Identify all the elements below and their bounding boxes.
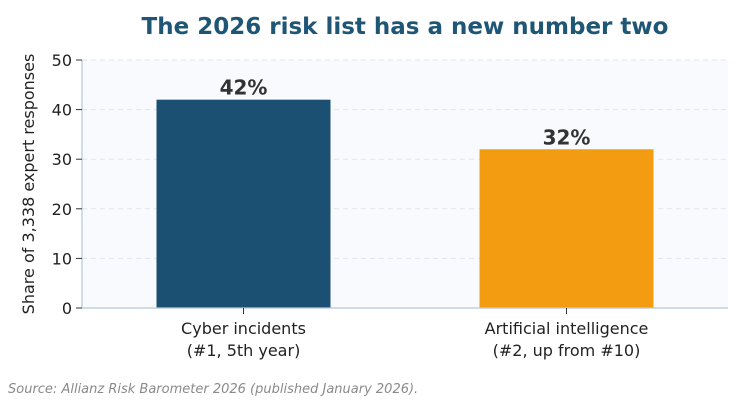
data-label-0: 42% bbox=[220, 76, 268, 100]
x-tick-label: (#1, 5th year) bbox=[187, 341, 301, 360]
source-note: Source: Allianz Risk Barometer 2026 (pub… bbox=[8, 382, 419, 397]
bar-1 bbox=[479, 149, 654, 308]
bars bbox=[156, 99, 654, 309]
y-tick-label: 50 bbox=[52, 51, 72, 70]
y-tick-label: 0 bbox=[62, 299, 72, 318]
data-labels: 42% 32% bbox=[220, 76, 591, 150]
x-tick-label: Artificial intelligence bbox=[485, 319, 649, 338]
data-label-1: 32% bbox=[543, 125, 591, 149]
y-tick-labels: 0 10 20 30 40 50 bbox=[52, 51, 82, 318]
y-tick-label: 40 bbox=[52, 101, 72, 120]
bar-chart: 0 10 20 30 40 50 Cyber incidents (#1, 5th year… bbox=[19, 51, 728, 360]
y-tick-label: 20 bbox=[52, 200, 72, 219]
bar-0 bbox=[156, 99, 331, 309]
x-tick-label: (#2, up from #10) bbox=[493, 341, 641, 360]
y-tick-label: 30 bbox=[52, 150, 72, 169]
y-axis-label: Share of 3,338 expert responses bbox=[19, 54, 38, 315]
chart-title: The 2026 risk list has a new number two bbox=[141, 14, 669, 40]
y-tick-label: 10 bbox=[52, 249, 72, 268]
x-tick-labels: Cyber incidents (#1, 5th year) Artificial … bbox=[181, 308, 648, 360]
x-tick-label: Cyber incidents bbox=[181, 319, 306, 338]
axes bbox=[81, 60, 728, 309]
